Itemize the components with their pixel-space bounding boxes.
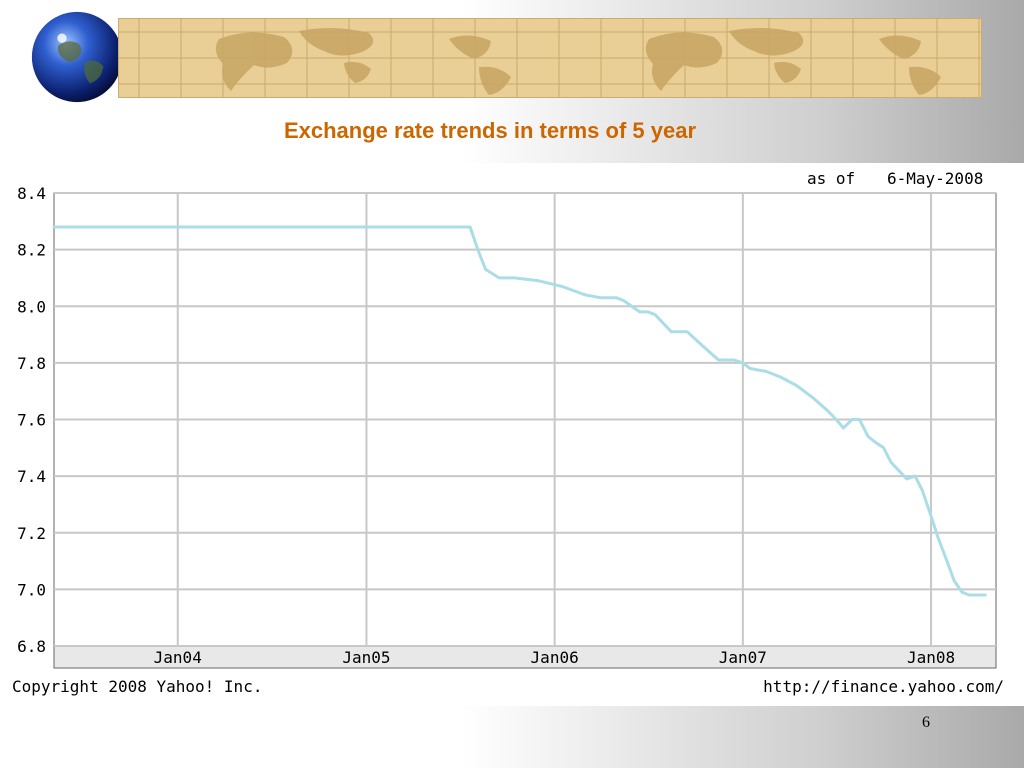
y-tick-label: 8.0 bbox=[17, 297, 46, 316]
data-point bbox=[882, 447, 885, 449]
y-tick-label: 7.2 bbox=[17, 524, 46, 543]
data-point bbox=[795, 384, 798, 387]
data-point bbox=[930, 515, 932, 517]
data-point bbox=[469, 226, 471, 228]
x-tick-labels: Jan04 Jan05 Jan06 Jan07 Jan08 bbox=[154, 648, 955, 667]
data-point bbox=[937, 537, 940, 540]
data-point bbox=[513, 277, 516, 279]
page-number: 6 bbox=[922, 714, 930, 731]
data-point bbox=[53, 226, 55, 228]
data-points bbox=[53, 226, 986, 596]
x-tick-label: Jan04 bbox=[154, 648, 202, 667]
data-point bbox=[977, 594, 979, 596]
x-tick-label: Jan06 bbox=[531, 648, 579, 667]
data-point bbox=[654, 313, 656, 316]
data-point bbox=[874, 441, 877, 444]
data-point bbox=[255, 226, 257, 228]
data-point bbox=[895, 466, 897, 469]
data-point bbox=[946, 560, 948, 562]
chart-svg: 6.87.07.27.47.67.88.08.28.4 Jan04 Jan05 Ja… bbox=[12, 169, 1004, 696]
data-point bbox=[498, 277, 500, 279]
y-tick-labels: 6.8 7.0 7.2 7.4 7.6 7.8 8.0 8.2 8.4 bbox=[17, 184, 46, 656]
y-tick-label: 7.4 bbox=[17, 467, 46, 486]
y-tick-label: 8.4 bbox=[17, 184, 46, 203]
globe-icon bbox=[31, 11, 123, 103]
y-tick-label: 8.2 bbox=[17, 241, 46, 260]
data-point bbox=[717, 359, 720, 361]
data-point bbox=[835, 418, 837, 421]
data-point bbox=[921, 489, 924, 492]
data-point bbox=[749, 367, 751, 370]
y-tick-label: 7.8 bbox=[17, 354, 46, 373]
data-point bbox=[600, 297, 602, 299]
as-of-date: 6-May-2008 bbox=[887, 169, 983, 188]
data-point bbox=[647, 311, 649, 313]
data-point bbox=[484, 268, 487, 271]
data-point bbox=[477, 248, 479, 251]
data-point bbox=[765, 370, 767, 373]
x-tick-label: Jan07 bbox=[719, 648, 767, 667]
data-point bbox=[811, 396, 813, 398]
data-point bbox=[890, 461, 892, 463]
y-tick-label: 7.6 bbox=[17, 411, 46, 430]
data-point bbox=[615, 297, 618, 299]
world-map-graphic bbox=[119, 19, 981, 97]
data-point bbox=[867, 435, 869, 438]
data-point bbox=[686, 330, 688, 333]
world-map-banner bbox=[118, 18, 982, 98]
data-point bbox=[638, 311, 641, 313]
data-point bbox=[851, 418, 853, 421]
data-point bbox=[953, 580, 955, 582]
data-point bbox=[742, 362, 744, 364]
slide-title: Exchange rate trends in terms of 5 year bbox=[283, 118, 697, 143]
data-point bbox=[842, 427, 845, 429]
x-gridlines bbox=[176, 193, 933, 646]
series-line bbox=[52, 225, 987, 597]
copyright-text: Copyright 2008 Yahoo! Inc. bbox=[12, 677, 262, 696]
data-point bbox=[914, 475, 916, 477]
data-point bbox=[984, 594, 986, 596]
exchange-rate-chart: 6.8 7.0 7.2 7.4 7.6 7.8 8.0 8.2 8.4 Jan04 Jan05 Ja… bbox=[0, 163, 1024, 706]
source-url[interactable]: http://finance.yahoo.com/ bbox=[763, 677, 1004, 696]
data-point bbox=[827, 410, 829, 412]
data-point bbox=[961, 591, 963, 593]
data-point bbox=[537, 280, 540, 282]
data-point bbox=[561, 285, 563, 288]
y-tick-label: 7.0 bbox=[17, 580, 46, 599]
data-point bbox=[584, 294, 586, 296]
data-point bbox=[670, 330, 672, 333]
y-gridlines bbox=[54, 192, 996, 647]
data-point bbox=[622, 299, 625, 302]
data-point bbox=[968, 594, 970, 596]
as-of-label: as of bbox=[807, 169, 855, 188]
x-tick-label: Jan05 bbox=[342, 648, 390, 667]
data-point bbox=[779, 376, 782, 378]
data-point bbox=[858, 418, 861, 421]
x-tick-label: Jan08 bbox=[907, 648, 955, 667]
data-point bbox=[701, 345, 704, 347]
y-tick-label: 6.8 bbox=[17, 637, 46, 656]
data-point bbox=[733, 359, 735, 361]
data-point bbox=[906, 478, 908, 480]
